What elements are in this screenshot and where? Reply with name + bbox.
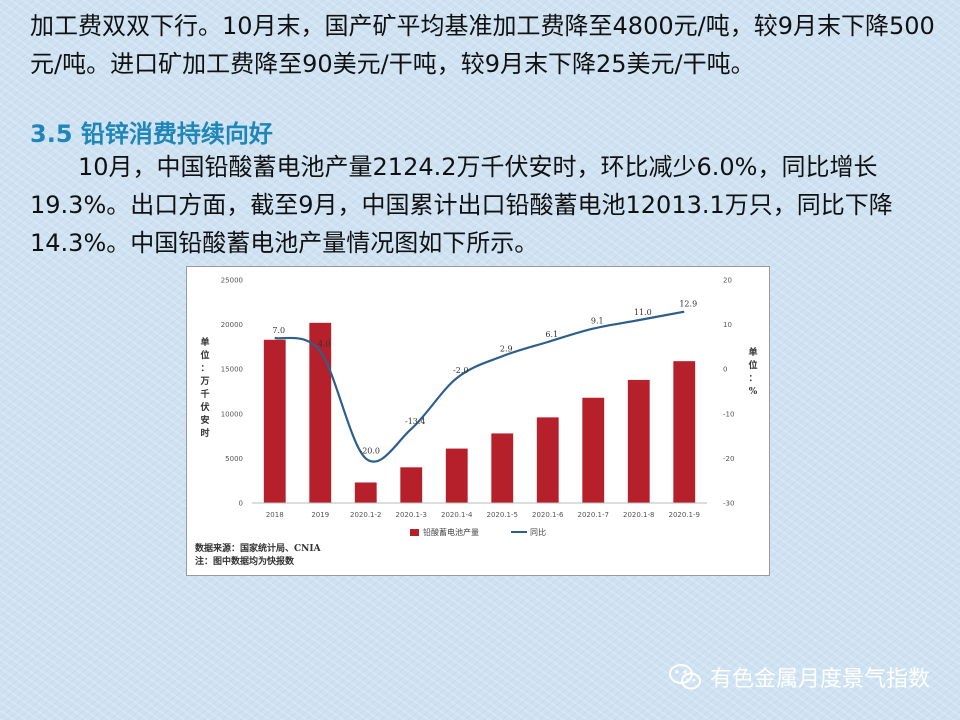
legend-line-label: 同比: [530, 527, 546, 537]
intro-paragraph: 加工费双双下行。10月末，国产矿平均基准加工费降至4800元/吨，较9月末下降5…: [30, 12, 935, 78]
line-data-label: 12.9: [679, 300, 697, 309]
x-tick-label: 2019: [311, 511, 329, 519]
y-left-tick-label: 25000: [221, 277, 243, 285]
body-paragraph: 10月，中国铅酸蓄电池产量2124.2万千伏安时，环比减少6.0%，同比增长19…: [30, 153, 893, 257]
watermark: 有色金属月度景气指数: [668, 661, 930, 693]
y-right-tick-label: -30: [723, 500, 734, 508]
watermark-text: 有色金属月度景气指数: [709, 667, 930, 692]
section-heading: 3.5 铅锌消费持续向好: [30, 120, 273, 148]
y-left-title-char: 万: [199, 376, 209, 387]
y-left-title-char: 时: [200, 427, 209, 439]
bar: [491, 433, 514, 503]
line-data-label: 11.0: [634, 308, 652, 317]
line-data-label: 9.1: [591, 317, 604, 326]
y-right-tick-label: 0: [723, 366, 727, 374]
line-data-label: 6.1: [545, 330, 558, 339]
y-right-tick-label: 10: [723, 321, 732, 329]
y-right-tick-label: -10: [723, 410, 734, 418]
chart-source-note: 数据来源：国家统计局、CNIA 注：图中数据均为快报数: [195, 543, 321, 569]
chart-panel: 0 5000 10000 15000 20000 25000 -30 -20 -10 0 10 20 单…: [186, 266, 770, 576]
x-tick-label: 2020.1-5: [487, 511, 518, 519]
y-left-tick-label: 10000: [221, 410, 243, 418]
y-left-title-char: 伏: [200, 401, 209, 413]
y-left-tick-label: 0: [239, 500, 243, 508]
chart-svg: 0 5000 10000 15000 20000 25000 -30 -20 -10 0 10 20 单…: [199, 277, 758, 538]
line-data-label: -2.0: [453, 366, 468, 375]
bar: [263, 339, 286, 503]
y-left-title-char: 安: [200, 414, 209, 426]
bar: [627, 379, 650, 503]
wechat-icon: [668, 664, 701, 690]
x-tick-label: 2020.1-8: [623, 511, 654, 519]
legend-bar-label: 铅酸蓄电池产量: [423, 527, 479, 537]
bar: [445, 448, 468, 503]
x-tick-label: 2020.1-6: [532, 511, 564, 519]
bar: [582, 397, 605, 503]
line-data-label: 7.0: [272, 326, 285, 335]
y-left-tick-label: 20000: [221, 321, 243, 329]
y-left-title-char: 单: [200, 336, 209, 348]
line-data-label: -13.4: [405, 417, 426, 426]
x-tick-label: 2020.1-7: [578, 511, 609, 519]
bar: [673, 361, 696, 503]
y-left-title-char: ：: [200, 364, 209, 374]
y-right-title-char: ：: [748, 374, 757, 384]
chart-note: 注：图中数据均为快报数: [195, 557, 295, 567]
y-left-title-char: 千: [200, 388, 209, 400]
line-data-label: -20.0: [359, 446, 380, 455]
legend-bar-swatch: [410, 529, 419, 536]
y-right-tick-label: -20: [723, 455, 734, 463]
line-data-label: 2.9: [500, 344, 513, 353]
bar: [536, 417, 559, 503]
y-right-title-char: 位: [748, 359, 757, 371]
y-left-title-char: 位: [200, 349, 209, 361]
x-tick-label: 2020.1-2: [350, 511, 381, 519]
series-line: [274, 310, 685, 463]
x-tick-label: 2018: [266, 511, 284, 519]
line-data-label: 4.0: [318, 339, 331, 348]
y-right-title-char: %: [749, 387, 758, 397]
x-tick-label: 2020.1-3: [396, 511, 427, 519]
bar: [354, 482, 377, 503]
bar: [309, 322, 332, 503]
y-left-tick-label: 5000: [225, 455, 243, 463]
bar: [400, 467, 423, 503]
x-tick-label: 2020.1-4: [441, 511, 473, 519]
chart-source: 数据来源：国家统计局、CNIA: [195, 544, 321, 554]
y-right-title-char: 单: [748, 346, 757, 358]
x-tick-label: 2020.1-9: [669, 511, 700, 519]
y-right-tick-label: 20: [723, 277, 732, 285]
y-left-tick-label: 15000: [221, 366, 243, 374]
